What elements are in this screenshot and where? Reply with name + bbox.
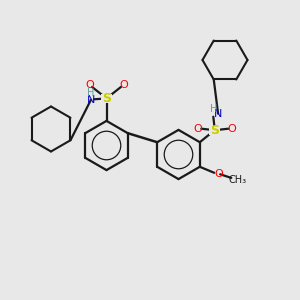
Text: O: O	[214, 169, 223, 179]
Text: O: O	[119, 80, 128, 90]
Bar	[101, 94, 112, 103]
Text: H: H	[87, 88, 94, 98]
Text: S: S	[102, 92, 111, 105]
Text: O: O	[193, 124, 202, 134]
Text: N: N	[87, 95, 95, 105]
Text: O: O	[85, 80, 94, 90]
Text: O: O	[228, 124, 237, 134]
Text: N: N	[214, 109, 222, 119]
Text: H: H	[210, 104, 218, 114]
Bar	[209, 126, 220, 135]
Text: S: S	[210, 124, 219, 137]
Text: CH₃: CH₃	[229, 175, 247, 185]
